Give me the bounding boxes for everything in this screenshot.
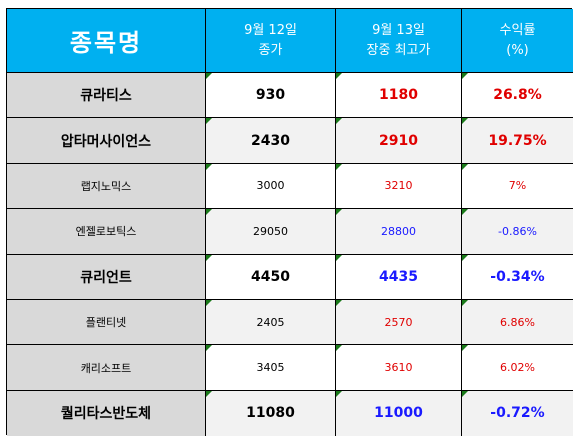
- close-price: 930: [206, 73, 336, 119]
- stock-name: 큐리언트: [7, 254, 206, 300]
- cell-marker-icon: [206, 163, 212, 170]
- header-close-label: 종가: [258, 42, 283, 58]
- cell-marker-icon: [206, 345, 212, 352]
- cell-marker-icon: [336, 254, 342, 261]
- high-price-text: 11000: [374, 405, 423, 422]
- cell-marker-icon: [206, 118, 212, 125]
- return-pct-text: 6.02%: [500, 361, 535, 375]
- high-price: 4435: [336, 254, 462, 300]
- return-pct: 7%: [462, 163, 573, 210]
- high-price: 2570: [336, 299, 462, 346]
- cell-marker-icon: [462, 209, 468, 216]
- stock-name-text: 압타머사이언스: [60, 133, 152, 150]
- high-price: 2910: [336, 118, 462, 164]
- return-pct-text: 19.75%: [488, 132, 547, 149]
- return-pct: 6.86%: [462, 299, 573, 346]
- close-price-text: 29050: [253, 224, 288, 238]
- return-pct-text: 6.86%: [500, 315, 535, 329]
- return-pct-text: -0.34%: [490, 268, 545, 285]
- return-pct: -0.34%: [462, 254, 573, 300]
- stock-name-text: 캐리소프트: [80, 361, 132, 375]
- header-high-label: 장중 최고가: [366, 42, 431, 58]
- close-price-text: 11080: [246, 405, 295, 422]
- header-close-date: 9월 12일: [244, 22, 297, 38]
- close-price: 2405: [206, 299, 336, 346]
- cell-marker-icon: [336, 163, 342, 170]
- return-pct: -0.72%: [462, 390, 573, 437]
- high-price: 3210: [336, 163, 462, 210]
- cell-marker-icon: [462, 254, 468, 261]
- stock-name: 압타머사이언스: [7, 118, 206, 164]
- cell-marker-icon: [462, 163, 468, 170]
- return-pct-text: -0.86%: [498, 224, 537, 238]
- cell-marker-icon: [206, 390, 212, 397]
- cell-marker-icon: [336, 390, 342, 397]
- cell-marker-icon: [336, 118, 342, 125]
- cell-marker-icon: [336, 73, 342, 79]
- close-price-text: 930: [255, 87, 286, 104]
- close-price: 2430: [206, 118, 336, 164]
- header-return-label: 수익률: [499, 22, 536, 38]
- high-price-text: 1180: [379, 87, 418, 104]
- cell-marker-icon: [462, 390, 468, 397]
- return-pct-text: -0.72%: [490, 405, 545, 422]
- high-price-text: 2570: [384, 315, 413, 329]
- return-pct: 19.75%: [462, 118, 573, 164]
- high-price: 3610: [336, 345, 462, 391]
- high-price-text: 28800: [381, 224, 416, 238]
- close-price: 29050: [206, 209, 336, 255]
- stock-table: 종목명 9월 12일 종가 9월 13일 장중 최고가 수익률 (%) 큐라티스…: [6, 8, 573, 437]
- return-pct-text: 7%: [508, 179, 527, 193]
- high-price: 1180: [336, 73, 462, 119]
- cell-marker-icon: [336, 299, 342, 306]
- high-price: 11000: [336, 390, 462, 437]
- close-price-text: 3000: [256, 179, 285, 193]
- high-price: 28800: [336, 209, 462, 255]
- close-price: 3405: [206, 345, 336, 391]
- close-price-text: 2430: [251, 132, 290, 149]
- stock-name-text: 플랜티넷: [85, 316, 127, 330]
- header-return: 수익률 (%): [462, 9, 573, 73]
- close-price: 11080: [206, 390, 336, 437]
- cell-marker-icon: [336, 345, 342, 352]
- high-price-text: 4435: [379, 268, 418, 285]
- return-pct: 26.8%: [462, 73, 573, 119]
- close-price-text: 4450: [251, 268, 290, 285]
- return-pct: -0.86%: [462, 209, 573, 255]
- header-close: 9월 12일 종가: [206, 9, 336, 73]
- stock-name: 퀄리타스반도체: [7, 390, 206, 437]
- cell-marker-icon: [462, 118, 468, 125]
- stock-name: 큐라티스: [7, 73, 206, 119]
- stock-name-text: 큐라티스: [80, 88, 132, 105]
- high-price-text: 2910: [379, 132, 418, 149]
- header-high: 9월 13일 장중 최고가: [336, 9, 462, 73]
- cell-marker-icon: [206, 254, 212, 261]
- stock-name-text: 랩지노믹스: [80, 179, 132, 193]
- close-price-text: 2405: [256, 315, 285, 329]
- high-price-text: 3610: [384, 361, 413, 375]
- stock-name: 랩지노믹스: [7, 163, 206, 210]
- cell-marker-icon: [206, 73, 212, 79]
- cell-marker-icon: [462, 73, 468, 79]
- cell-marker-icon: [206, 209, 212, 216]
- cell-marker-icon: [462, 345, 468, 352]
- stock-name: 엔젤로보틱스: [7, 209, 206, 255]
- high-price-text: 3210: [384, 179, 413, 193]
- cell-marker-icon: [206, 299, 212, 306]
- close-price: 3000: [206, 163, 336, 210]
- return-pct-text: 26.8%: [493, 87, 542, 104]
- stock-name: 캐리소프트: [7, 345, 206, 391]
- return-pct: 6.02%: [462, 345, 573, 391]
- cell-marker-icon: [336, 209, 342, 216]
- stock-name-text: 퀄리타스반도체: [60, 406, 152, 423]
- header-high-date: 9월 13일: [372, 22, 425, 38]
- cell-marker-icon: [462, 299, 468, 306]
- stock-name-text: 큐리언트: [80, 269, 132, 286]
- close-price-text: 3405: [256, 361, 285, 375]
- header-return-unit: (%): [506, 42, 529, 58]
- close-price: 4450: [206, 254, 336, 300]
- stock-name: 플랜티넷: [7, 299, 206, 346]
- header-name: 종목명: [7, 9, 206, 73]
- stock-name-text: 엔젤로보틱스: [75, 225, 137, 239]
